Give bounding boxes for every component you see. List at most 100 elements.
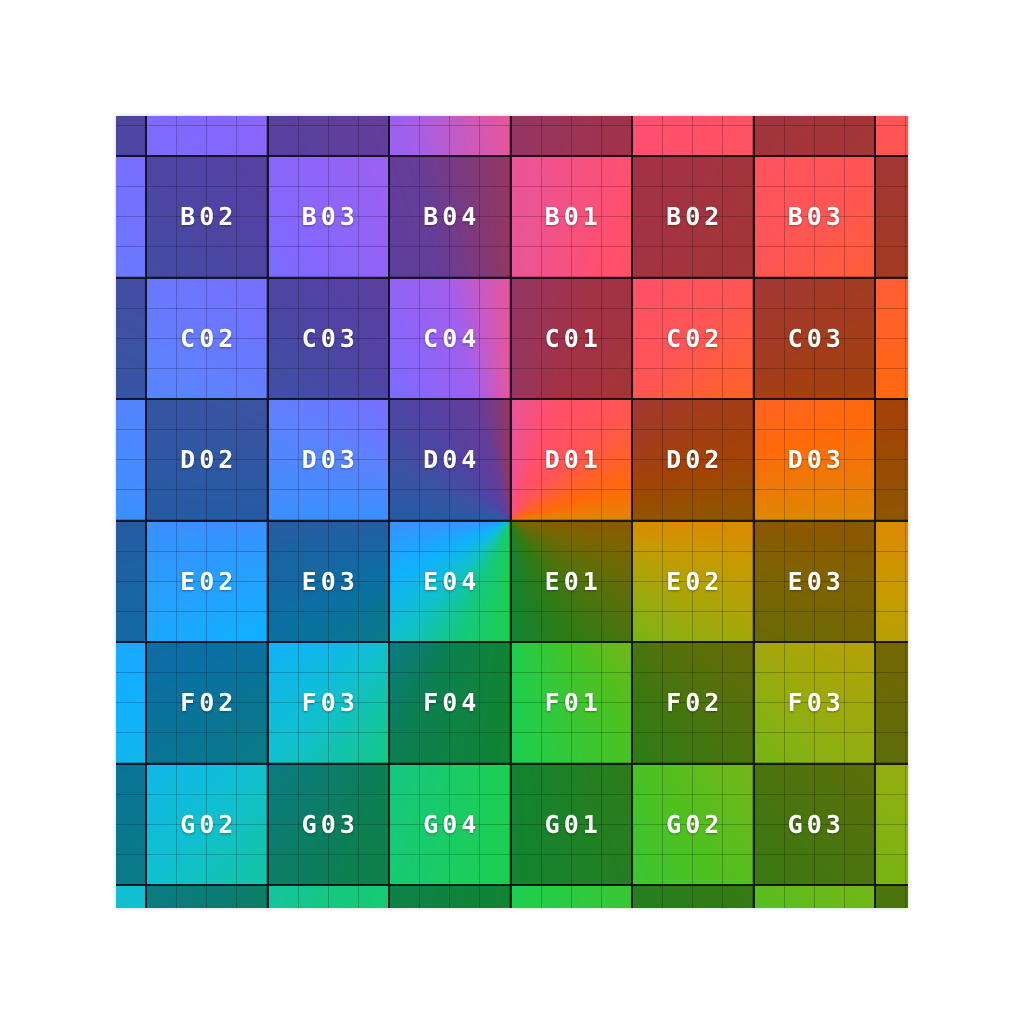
tile-label: D02 [180, 445, 238, 475]
tile-label: C03 [301, 323, 359, 353]
tile: F03 [753, 642, 875, 764]
tile-label: F03 [301, 688, 359, 718]
tile-label: C02 [180, 323, 238, 353]
tile: F02 [632, 642, 754, 764]
tile-label: G02 [666, 809, 724, 839]
tile: E03 [753, 520, 875, 642]
tile: F03 [267, 642, 389, 764]
tile-label: B04 [423, 202, 481, 232]
tile: C03 [267, 277, 389, 399]
tile: B04 [389, 156, 511, 278]
tile-label: E03 [301, 566, 359, 596]
tile [389, 116, 511, 156]
tile: B03 [753, 156, 875, 278]
tile-label: C02 [666, 323, 724, 353]
tile: G03 [267, 763, 389, 885]
tile-label: B03 [301, 202, 359, 232]
tile-label: B02 [180, 202, 238, 232]
tile-label: E02 [666, 566, 724, 596]
tile [875, 763, 908, 885]
tile-label: G03 [301, 809, 359, 839]
tile: D02 [632, 399, 754, 521]
tile-label: D02 [666, 445, 724, 475]
tile: C01 [510, 277, 632, 399]
tile-label: D03 [301, 445, 359, 475]
tile [116, 642, 146, 764]
tile [510, 885, 632, 908]
tile-label: G02 [180, 809, 238, 839]
tile: G01 [510, 763, 632, 885]
tile-label: E02 [180, 566, 238, 596]
tile-label: C04 [423, 323, 481, 353]
tile [875, 642, 908, 764]
tile-label: D04 [423, 445, 481, 475]
tile [116, 277, 146, 399]
tile-label: D03 [787, 445, 845, 475]
tile: E02 [632, 520, 754, 642]
tile-label: F02 [180, 688, 238, 718]
tile: E01 [510, 520, 632, 642]
tile [116, 520, 146, 642]
tile-label: F01 [544, 688, 602, 718]
tile: G04 [389, 763, 511, 885]
tile [753, 116, 875, 156]
tile [632, 116, 754, 156]
tile-label: B03 [787, 202, 845, 232]
tile [510, 116, 632, 156]
tile: D02 [146, 399, 268, 521]
tile: F02 [146, 642, 268, 764]
tile [116, 156, 146, 278]
tile: B01 [510, 156, 632, 278]
tile: D03 [267, 399, 389, 521]
tile [389, 885, 511, 908]
tile: E04 [389, 520, 511, 642]
tile: B03 [267, 156, 389, 278]
tile-label: E04 [423, 566, 481, 596]
tile: B02 [146, 156, 268, 278]
tile: D04 [389, 399, 511, 521]
tile: C04 [389, 277, 511, 399]
tile-label: B01 [544, 202, 602, 232]
tile-label: G01 [544, 809, 602, 839]
tile [875, 399, 908, 521]
tile-label: G03 [787, 809, 845, 839]
tile-label: F03 [787, 688, 845, 718]
tile [632, 885, 754, 908]
tile [875, 116, 908, 156]
tile [116, 399, 146, 521]
tile [753, 885, 875, 908]
tile-label: C03 [787, 323, 845, 353]
tile: C03 [753, 277, 875, 399]
tile: G03 [753, 763, 875, 885]
tile [875, 277, 908, 399]
tile [146, 885, 268, 908]
tile-label: D01 [544, 445, 602, 475]
tile [875, 520, 908, 642]
tile: E03 [267, 520, 389, 642]
tile [267, 116, 389, 156]
tile [267, 885, 389, 908]
tile [875, 885, 908, 908]
tile: F01 [510, 642, 632, 764]
tile: E02 [146, 520, 268, 642]
tile: G02 [146, 763, 268, 885]
tile-label: F02 [666, 688, 724, 718]
tile: F04 [389, 642, 511, 764]
tile-label: E03 [787, 566, 845, 596]
tile [116, 763, 146, 885]
tile-grid-panel: B02 B03 B04 B01 B02 B03 C02 C03 C04 C01 C02 C03 D02 D… [116, 116, 908, 908]
tile-label: F04 [423, 688, 481, 718]
tile-label: B02 [666, 202, 724, 232]
tile [116, 885, 146, 908]
tile: D03 [753, 399, 875, 521]
tile-label: E01 [544, 566, 602, 596]
tile-label: G04 [423, 809, 481, 839]
tile [875, 156, 908, 278]
tile: D01 [510, 399, 632, 521]
tile: C02 [146, 277, 268, 399]
tile: C02 [632, 277, 754, 399]
tile-label: C01 [544, 323, 602, 353]
tile [146, 116, 268, 156]
tile: B02 [632, 156, 754, 278]
tile [116, 116, 146, 156]
